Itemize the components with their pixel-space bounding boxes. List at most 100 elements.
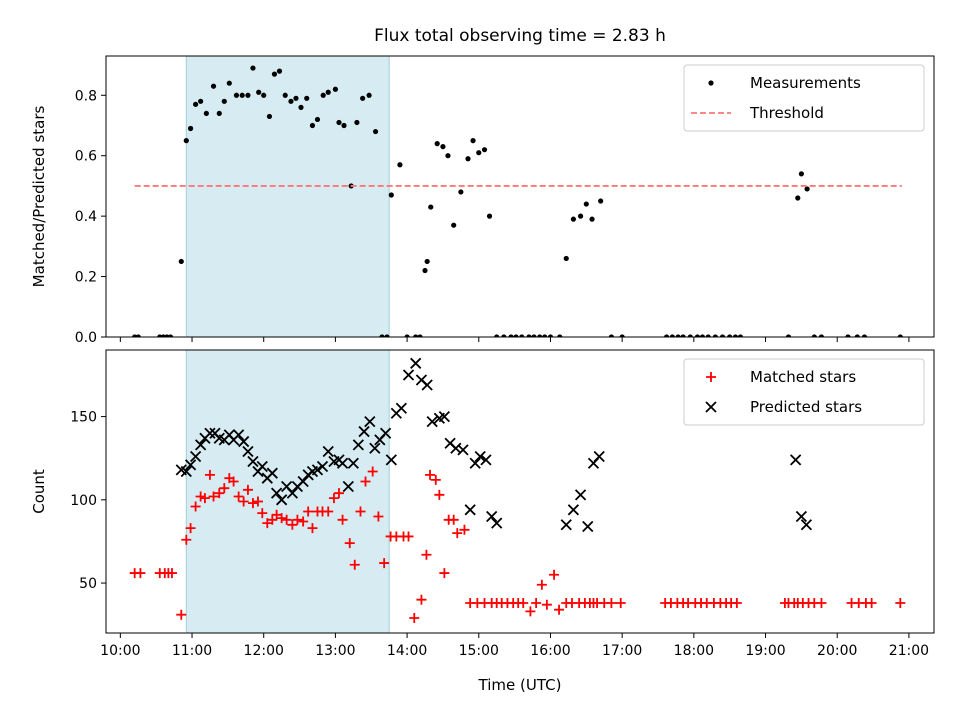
data-point	[570, 216, 577, 222]
data-point	[369, 442, 381, 454]
data-point	[307, 523, 318, 534]
data-point	[286, 487, 299, 499]
data-point	[328, 493, 339, 504]
data-point	[424, 258, 430, 265]
legend-box	[683, 64, 925, 132]
legend-label: Matched stars	[750, 368, 856, 386]
data-point	[281, 514, 292, 525]
chart-title: Flux total observing time = 2.83 h	[374, 26, 666, 46]
data-point	[448, 514, 459, 525]
data-point	[705, 334, 711, 337]
data-point	[589, 216, 595, 222]
data-point	[465, 156, 471, 162]
legend-label: Predicted stars	[750, 398, 862, 416]
data-point	[434, 141, 440, 147]
data-point	[481, 147, 488, 153]
data-point	[428, 204, 434, 210]
data-point	[266, 467, 278, 479]
shaded-interval	[185, 349, 390, 634]
data-point	[233, 92, 240, 98]
data-point	[373, 511, 384, 522]
data-point	[593, 450, 605, 463]
data-point	[275, 494, 288, 506]
data-point	[238, 496, 249, 507]
data-point	[403, 531, 414, 542]
data-point	[323, 506, 334, 517]
data-point	[360, 95, 366, 101]
data-point	[198, 98, 204, 104]
data-point	[866, 598, 877, 609]
data-point	[355, 506, 366, 517]
data-point	[337, 514, 348, 525]
x-tick-label: 13:00	[315, 643, 355, 659]
data-point	[204, 469, 215, 480]
data-point	[257, 508, 268, 519]
y-tick-label: 0.6	[75, 149, 97, 165]
data-point	[176, 609, 187, 620]
data-point	[242, 445, 254, 458]
data-point	[410, 357, 422, 369]
data-point	[247, 455, 259, 468]
data-point	[287, 519, 298, 530]
data-point	[486, 213, 493, 219]
data-point	[417, 334, 423, 337]
data-point	[680, 334, 686, 337]
data-point	[811, 334, 817, 337]
data-point	[195, 491, 206, 502]
data-point	[458, 189, 464, 195]
x-tick-label: 16:00	[530, 643, 570, 659]
data-point	[293, 95, 299, 101]
data-point	[271, 509, 282, 520]
data-point	[214, 488, 225, 499]
series-matched-stars	[129, 466, 906, 624]
data-point	[262, 518, 273, 529]
y-tick-label: 150	[70, 410, 97, 426]
data-point	[336, 119, 342, 126]
data-point	[409, 613, 420, 624]
plot-area	[132, 65, 903, 337]
data-point	[727, 334, 733, 337]
data-point	[445, 153, 451, 159]
data-point	[388, 192, 394, 198]
data-point	[342, 480, 354, 493]
data-point	[861, 334, 868, 337]
data-point	[256, 89, 262, 95]
data-point	[402, 369, 415, 381]
legend-swatch	[705, 401, 717, 413]
data-point	[354, 119, 360, 126]
data-point	[547, 334, 554, 337]
data-point	[208, 491, 219, 502]
x-tick-label: 21:00	[889, 643, 929, 659]
y-tick-label: 100	[70, 493, 97, 509]
y-tick-label: 0.4	[75, 209, 97, 225]
legend-swatch	[708, 80, 714, 86]
data-point	[247, 498, 258, 509]
y-tick-label: 0.2	[75, 270, 97, 286]
data-point	[271, 71, 278, 77]
data-point	[582, 520, 594, 533]
data-point	[531, 598, 542, 609]
data-point	[314, 116, 321, 123]
data-point	[795, 195, 801, 201]
data-point	[190, 501, 201, 512]
data-point	[358, 425, 370, 438]
data-point	[167, 334, 174, 337]
data-point	[325, 89, 331, 95]
data-point	[219, 483, 230, 494]
shaded-interval	[185, 55, 390, 338]
data-point	[416, 594, 427, 605]
data-point	[341, 122, 347, 129]
data-point	[311, 464, 324, 476]
legend-label: Measurements	[750, 74, 861, 92]
data-point	[542, 334, 548, 337]
data-point	[451, 222, 457, 228]
data-point	[452, 528, 463, 539]
data-point	[567, 504, 580, 516]
data-point	[221, 98, 227, 104]
data-point	[379, 334, 385, 337]
data-point	[469, 457, 481, 469]
data-point	[332, 86, 339, 92]
x-axis-label: Time (UTC)	[478, 676, 562, 694]
data-point	[687, 334, 693, 337]
